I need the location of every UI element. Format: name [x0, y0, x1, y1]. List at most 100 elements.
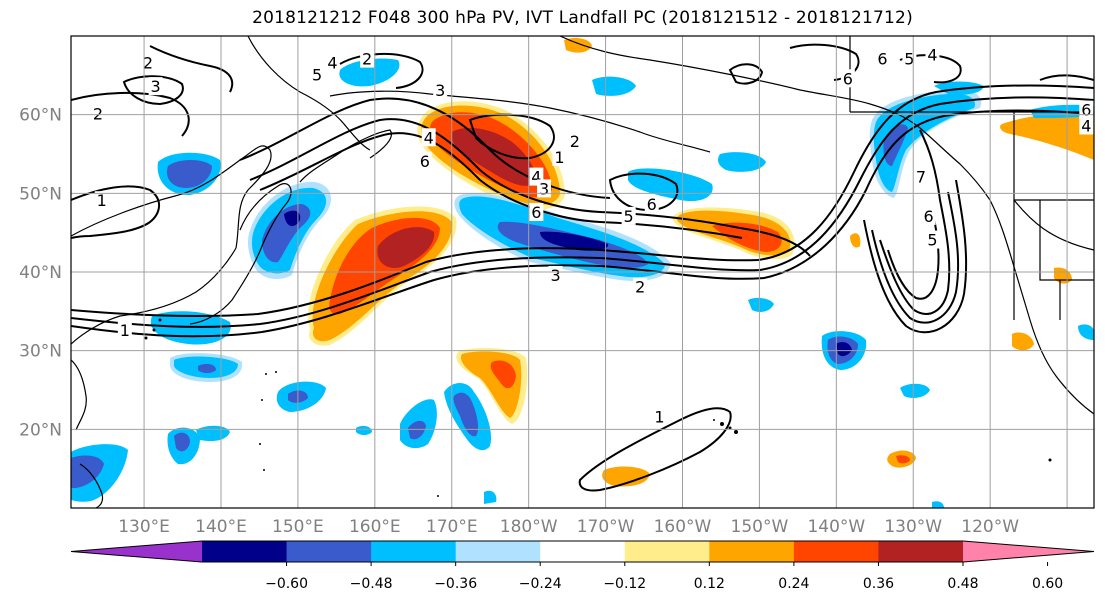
contour-label-box [652, 407, 667, 426]
contour-label-box [90, 104, 105, 123]
contour-label-box [421, 128, 436, 147]
longitude-labels: 130°E 140°E 150°E 160°E 170°E 180°W 170°W 160°W… [118, 517, 1019, 537]
contour-label-box [94, 191, 109, 210]
contour-label-box [644, 195, 659, 214]
ivt-pc-shading [71, 38, 1094, 508]
contour-label: 1 [554, 148, 564, 167]
colorbar-segment [709, 541, 795, 562]
contour-label: 3 [151, 77, 161, 96]
contour-label: 6 [877, 50, 887, 69]
contour-label: 1 [97, 191, 107, 210]
contour-label: 5 [312, 65, 322, 84]
colorbar-extension-high [963, 541, 1094, 562]
colorbar-extension-low [71, 541, 202, 562]
longitude-tick-label: 170°W [577, 517, 635, 537]
contour-label: 6 [843, 69, 853, 88]
longitude-tick-label: 180°W [500, 517, 558, 537]
contour-label: 4 [327, 54, 337, 73]
latitude-tick-label: 20°N [19, 420, 62, 440]
contour-label: 4 [531, 168, 541, 187]
contour-label-box [921, 206, 936, 225]
longitude-tick-label: 120°W [961, 517, 1019, 537]
longitude-tick-label: 140°W [807, 517, 865, 537]
colorbar-labels: −0.60 −0.48 −0.36 −0.24 −0.12 0.12 0.24 0.36 0.4… [265, 562, 1063, 592]
contour-label-box [310, 65, 325, 84]
longitude-tick-label: 150°W [731, 517, 789, 537]
contour-label: 6 [420, 152, 430, 171]
longitude-tick-label: 160°W [654, 517, 712, 537]
colorbar-segment [286, 541, 372, 562]
colorbar-segment [455, 541, 541, 562]
longitude-tick-label: 150°E [272, 517, 324, 537]
colorbar-segment [540, 541, 626, 562]
latitude-tick-label: 60°N [19, 106, 62, 126]
contour-label-box [117, 321, 132, 339]
colorbar-tick-label: 0.24 [778, 576, 809, 592]
colorbar-tick-label: −0.36 [434, 576, 477, 592]
contour-label-box [875, 49, 890, 68]
contour-label: 3 [435, 81, 445, 100]
colorbar-tick-label: 0.12 [694, 576, 725, 592]
latitude-tick-label: 50°N [19, 184, 62, 204]
contour-label: 2 [143, 54, 153, 73]
contour-label: 5 [927, 231, 937, 250]
colorbar-tick-label: 0.60 [1032, 576, 1063, 592]
contour-label: 7 [916, 168, 926, 187]
contour-label-box [433, 81, 448, 100]
contour-label-box [529, 203, 544, 221]
contour-label-box [913, 167, 928, 186]
contour-label-box [417, 151, 432, 170]
colorbar-segment [793, 541, 879, 562]
longitude-tick-label: 140°E [195, 517, 247, 537]
contour-label: 3 [539, 179, 549, 198]
colorbar-outline [70, 540, 1095, 563]
contour-label: 2 [570, 132, 580, 151]
contour-label-box [567, 132, 582, 151]
contour-label: 3 [550, 266, 560, 285]
colorbar-tick-label: 0.48 [947, 576, 978, 592]
contour-label-box [360, 49, 375, 68]
colorbar-segment [878, 541, 964, 562]
figure-title: 2018121212 F048 300 hPa PV, IVT Landfall… [252, 8, 913, 28]
longitude-tick-label: 170°E [426, 517, 478, 537]
contour-label-box [840, 69, 855, 88]
colorbar-segment [371, 541, 457, 562]
contour-label: 1 [120, 321, 130, 340]
contour-label: 2 [635, 278, 645, 297]
contour-label: 2 [362, 50, 372, 69]
contour-label-box [925, 230, 940, 249]
colorbar-tick-label: −0.60 [265, 576, 308, 592]
contour-label: 5 [624, 207, 634, 226]
gridlines [71, 36, 1094, 508]
colorbar-tick-label: −0.48 [350, 576, 393, 592]
latitude-tick-label: 40°N [19, 263, 62, 283]
contour-label: 6 [647, 195, 657, 214]
contour-label-box [621, 206, 636, 225]
contour-label-box [148, 77, 163, 96]
latitude-labels: 60°N 50°N 40°N 30°N 20°N [19, 106, 62, 441]
contour-label-box [1079, 116, 1094, 135]
contour-label: 4 [1081, 116, 1091, 135]
coastlines [71, 36, 1094, 508]
colorbar-segment [202, 541, 288, 562]
colorbar-tick-label: −0.24 [519, 576, 562, 592]
longitude-tick-label: 130°W [884, 517, 942, 537]
contour-label-box [548, 265, 563, 284]
longitude-tick-label: 130°E [118, 517, 170, 537]
islands [144, 318, 1052, 497]
contour-label: 6 [531, 203, 541, 222]
contour-label-box [633, 277, 648, 296]
contour-label: 4 [424, 128, 434, 147]
colorbar-tick-label: 0.36 [863, 576, 894, 592]
colorbar [70, 540, 1095, 563]
map-frame [70, 35, 1095, 509]
contour-label: 4 [927, 46, 937, 65]
longitude-tick-label: 160°E [349, 517, 401, 537]
contour-label-box [552, 147, 567, 166]
latitude-tick-label: 30°N [19, 342, 62, 362]
contour-label: 6 [1081, 101, 1091, 120]
contour-label-box [925, 45, 940, 64]
contour-label: 6 [924, 207, 934, 226]
